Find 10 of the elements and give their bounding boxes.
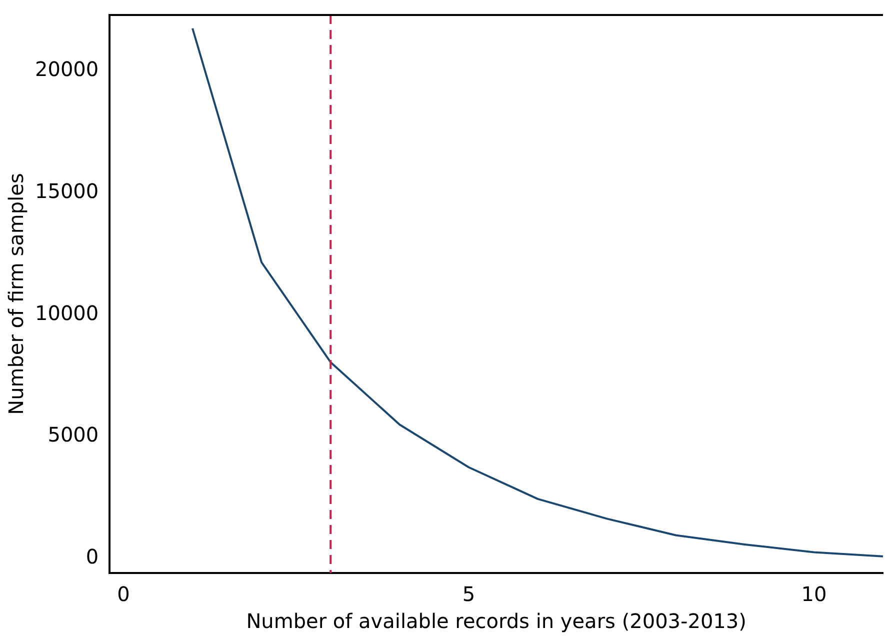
y-tick-label: 15000	[35, 179, 99, 204]
y-tick-label: 0	[86, 544, 99, 569]
y-tick-label: 5000	[48, 422, 99, 447]
x-tick-label: 10	[801, 582, 827, 606]
x-tick-label: 0	[117, 582, 130, 606]
y-tick-label: 20000	[35, 57, 99, 82]
x-tick-label: 5	[462, 582, 476, 606]
x-axis-title: Number of available records in years (2003-2013)	[246, 609, 746, 634]
y-tick-label: 10000	[35, 300, 99, 325]
y-axis-title: Number of firm samples	[4, 173, 28, 415]
